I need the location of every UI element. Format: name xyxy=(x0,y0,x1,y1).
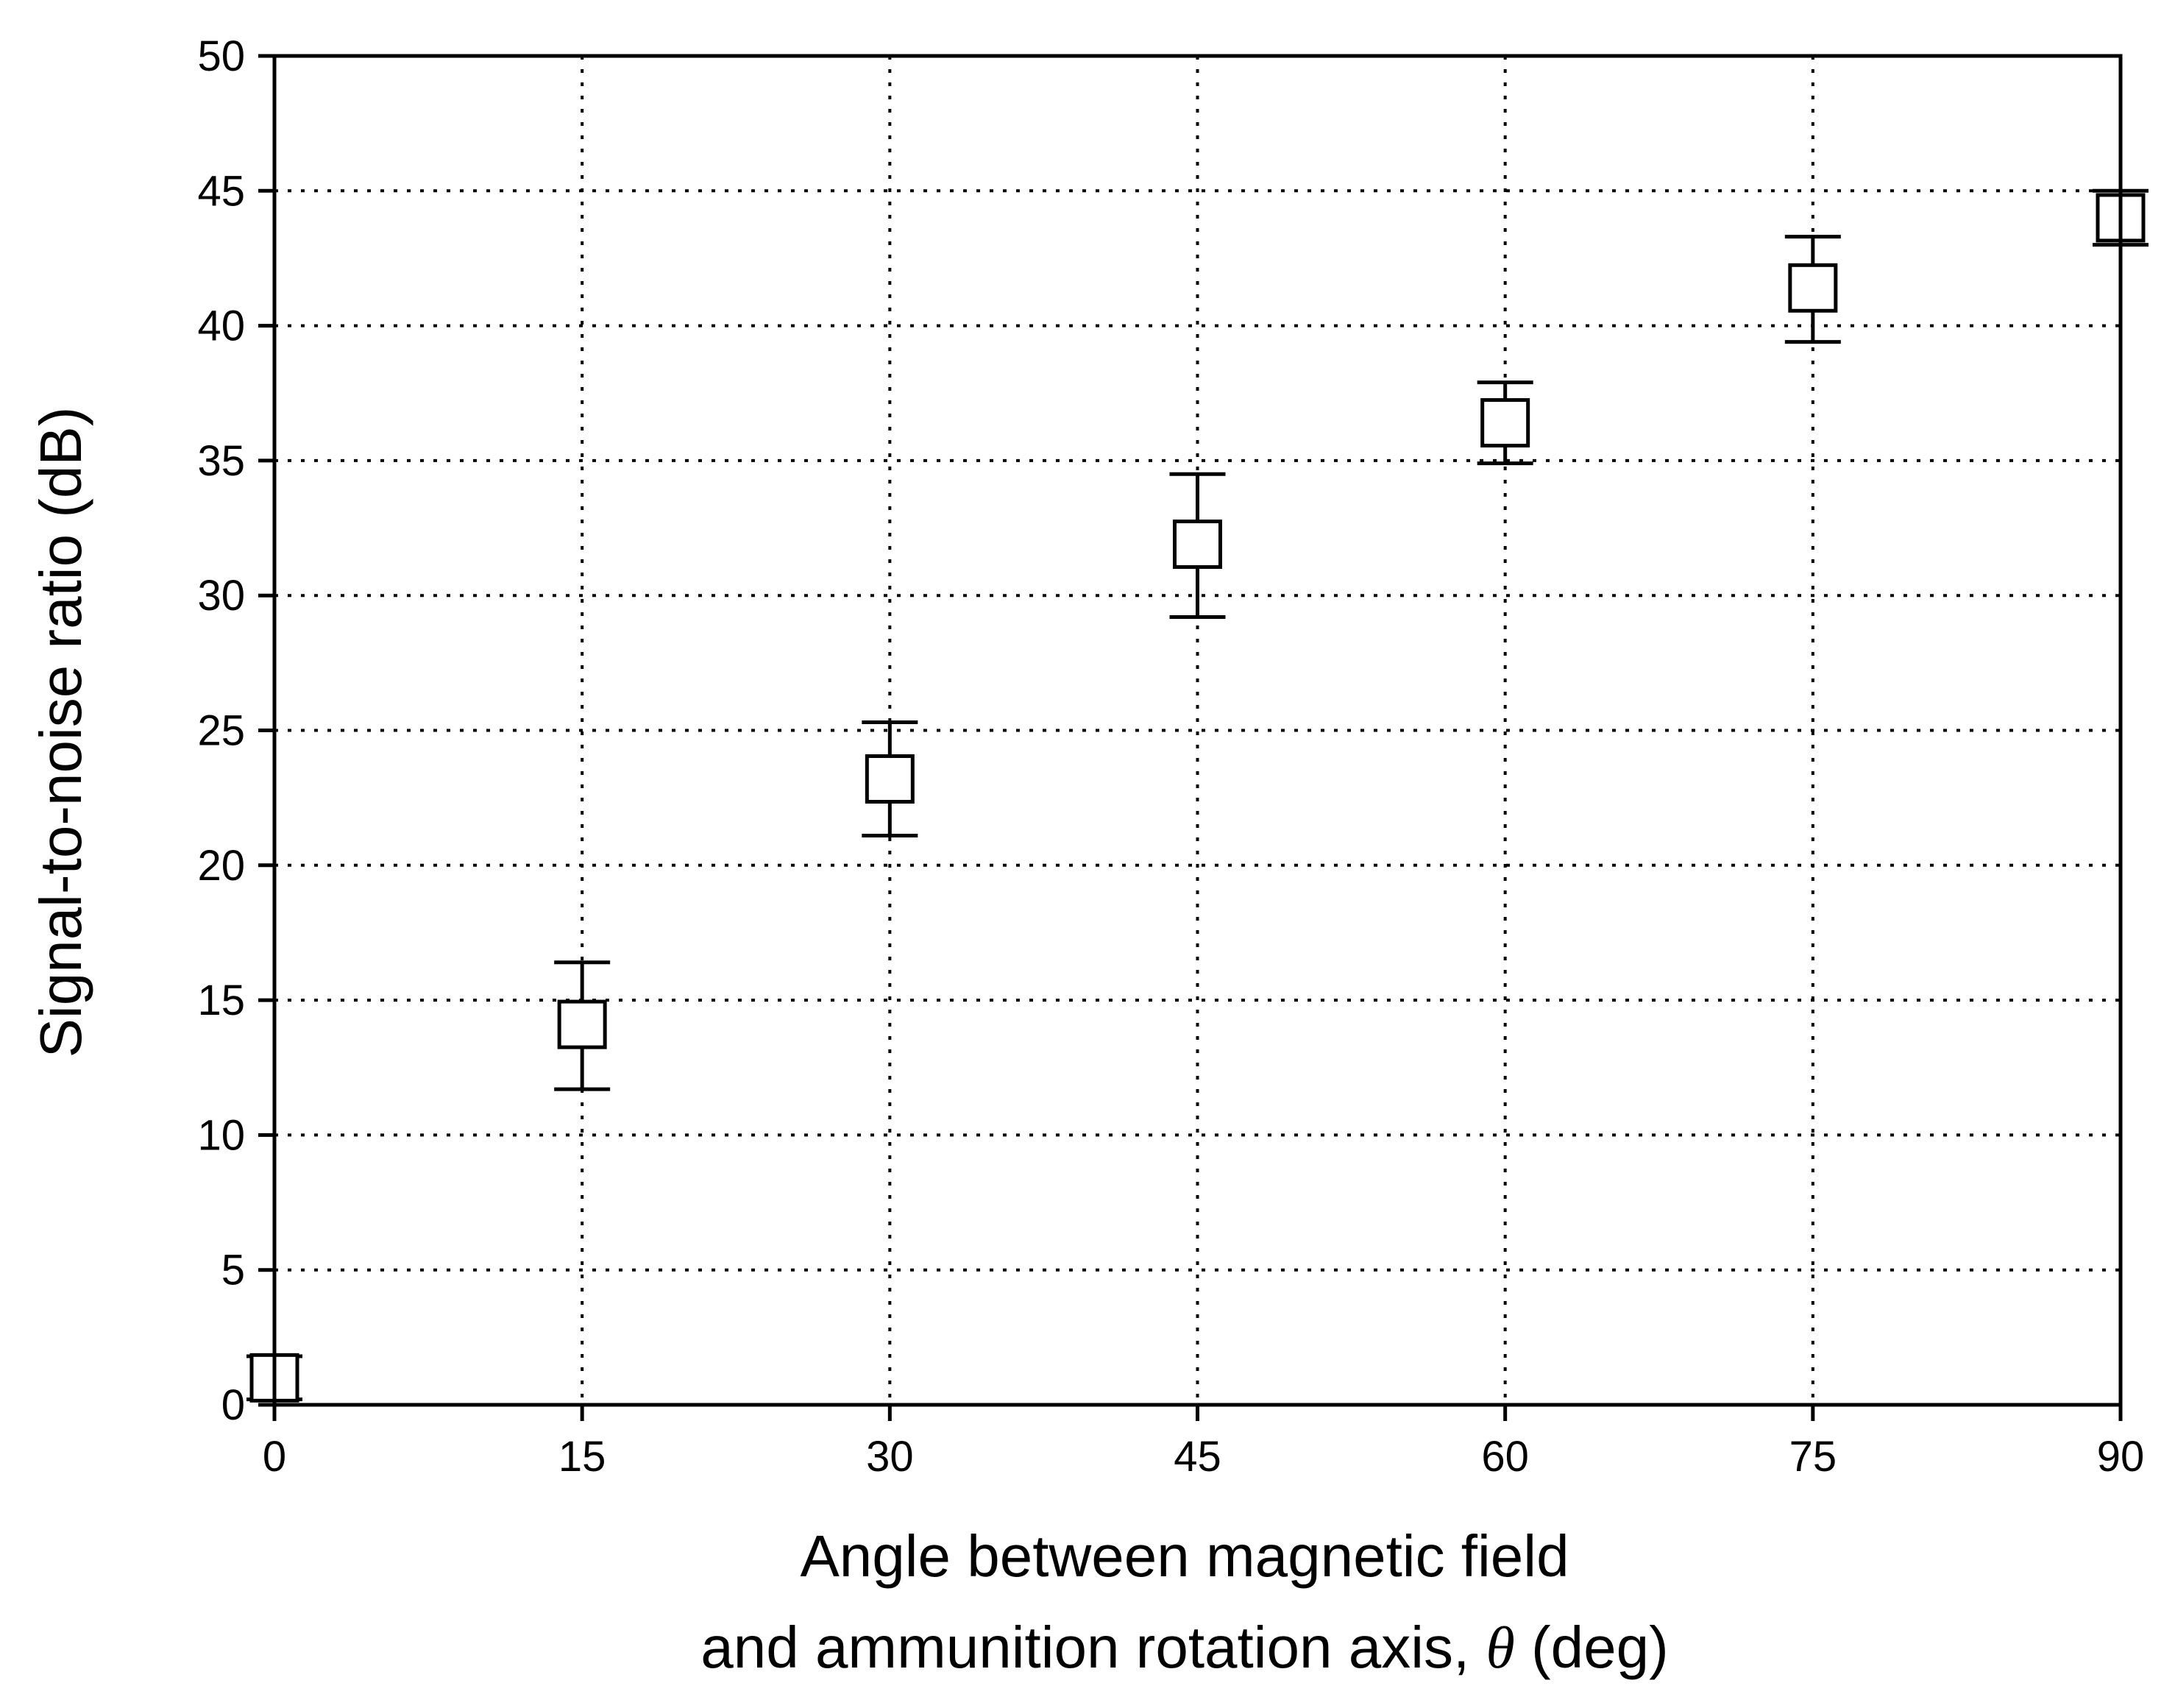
y-tick-label: 50 xyxy=(197,32,245,80)
data-point xyxy=(1784,235,1841,344)
x-tick-label: 90 xyxy=(2097,1433,2145,1481)
grid-lines xyxy=(274,56,2121,1405)
y-tick-label: 35 xyxy=(197,437,245,485)
x-tick-labels: 0 15 30 45 60 75 90 xyxy=(263,1433,2144,1481)
y-tick-label: 25 xyxy=(197,707,245,755)
square-marker xyxy=(865,754,915,804)
data-points xyxy=(246,188,2149,1403)
x-tick-label: 75 xyxy=(1789,1433,1837,1481)
data-point xyxy=(862,720,918,837)
y-tick-label: 5 xyxy=(221,1247,245,1294)
x-axis-title-line1: Angle between magnetic field xyxy=(800,1523,1569,1589)
data-point xyxy=(1169,472,1226,620)
data-point xyxy=(554,960,611,1091)
y-tick-label: 40 xyxy=(197,302,245,350)
x-axis-title-suffix: (deg) xyxy=(1515,1615,1669,1680)
theta-symbol: θ xyxy=(1486,1616,1514,1681)
y-tick-label: 45 xyxy=(197,167,245,215)
x-axis-title-prefix: and ammunition rotation axis, xyxy=(700,1615,1486,1680)
square-marker xyxy=(1173,520,1222,570)
y-axis-title: Signal-to-noise ratio (dB) xyxy=(28,407,93,1058)
y-tick-label: 20 xyxy=(197,842,245,890)
x-tick-label: 30 xyxy=(866,1433,914,1481)
x-axis-title-line2: and ammunition rotation axis, θ (deg) xyxy=(700,1615,1669,1681)
plot-frame xyxy=(272,54,2123,1407)
data-point xyxy=(1477,380,1533,466)
axis-ticks xyxy=(258,54,2123,1421)
y-tick-label: 0 xyxy=(221,1381,245,1429)
y-tick-label: 15 xyxy=(197,977,245,1024)
x-tick-label: 15 xyxy=(558,1433,606,1481)
square-marker xyxy=(557,999,607,1049)
square-marker xyxy=(1480,398,1530,448)
y-tick-label: 10 xyxy=(197,1111,245,1159)
x-tick-label: 0 xyxy=(263,1433,286,1481)
y-tick-labels: 0 5 10 15 20 25 30 35 40 45 50 xyxy=(197,32,245,1429)
x-tick-label: 60 xyxy=(1481,1433,1529,1481)
x-tick-label: 45 xyxy=(1174,1433,1221,1481)
y-tick-label: 30 xyxy=(197,572,245,620)
square-marker xyxy=(1788,263,1838,313)
